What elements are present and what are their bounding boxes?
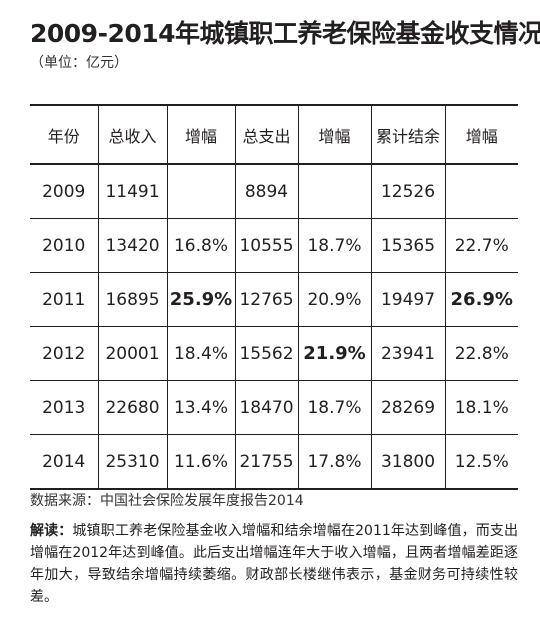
cell-expenditure-growth: 18.7% — [297, 218, 371, 273]
cell-expenditure-growth: 17.8% — [297, 434, 371, 489]
cell-cumulative-balance: 12526 — [370, 164, 445, 219]
cell-total-expenditure: 21755 — [234, 434, 298, 489]
cell-year: 2011 — [42, 289, 86, 310]
table-header-row: 年份 总收入 增幅 总支出 增幅 累计结余 增幅 — [30, 105, 518, 164]
cell-income-growth-peak: 25.9% — [166, 272, 235, 327]
cell-cumulative-balance: 19497 — [370, 272, 445, 327]
cell-cumulative-balance: 15365 — [370, 218, 445, 273]
cell-income-growth — [166, 164, 235, 219]
cell-expenditure-growth — [297, 164, 371, 219]
cell-year: 2009 — [42, 181, 86, 202]
cell-total-income: 13420 — [97, 218, 167, 273]
header-income-growth: 增幅 — [166, 105, 235, 164]
table-row: 2011 16895 25.9% 12765 20.9% 19497 26.9% — [30, 272, 518, 327]
cell-cumulative-balance: 23941 — [370, 326, 445, 381]
cell-expenditure-growth: 18.7% — [297, 380, 371, 435]
cell-total-expenditure: 18470 — [234, 380, 298, 435]
cell-total-income: 11491 — [97, 164, 167, 219]
cell-cumulative-balance: 31800 — [370, 434, 445, 489]
header-total-expenditure: 总支出 — [234, 105, 298, 164]
cell-total-expenditure: 15562 — [234, 326, 298, 381]
cell-year: 2012 — [42, 343, 86, 364]
cell-total-income: 22680 — [97, 380, 167, 435]
table-row: 2013 22680 13.4% 18470 18.7% 28269 18.1% — [30, 380, 518, 435]
cell-balance-growth: 18.1% — [444, 380, 518, 435]
cell-balance-growth: 22.8% — [444, 326, 518, 381]
cell-year: 2010 — [42, 235, 86, 256]
table-row: 2009 11491 8894 12526 — [30, 164, 518, 219]
header-total-income: 总收入 — [97, 105, 167, 164]
unit-label: （单位：亿元） — [30, 55, 128, 71]
cell-total-expenditure: 12765 — [234, 272, 298, 327]
cell-expenditure-growth-peak: 21.9% — [297, 326, 371, 381]
cell-balance-growth-peak: 26.9% — [444, 272, 518, 327]
cell-income-growth: 13.4% — [166, 380, 235, 435]
cell-total-income: 25310 — [97, 434, 167, 489]
cell-balance-growth: 22.7% — [444, 218, 518, 273]
header-year: 年份 — [47, 126, 80, 146]
cell-income-growth: 16.8% — [166, 218, 235, 273]
cell-balance-growth — [444, 164, 518, 219]
table-row: 2014 25310 11.6% 21755 17.8% 31800 12.5% — [30, 434, 518, 489]
cell-total-expenditure: 8894 — [234, 164, 298, 219]
data-source: 数据来源：中国社会保险发展年度报告2014 — [30, 493, 304, 509]
interpretation-lead: 解读： — [30, 523, 73, 539]
interpretation-note: 解读：城镇职工养老保险基金收入增幅和结余增幅在2011年达到峰值，而支出增幅在2… — [30, 520, 518, 608]
cell-income-growth: 11.6% — [166, 434, 235, 489]
cell-total-income: 16895 — [97, 272, 167, 327]
pension-fund-table: 年份 总收入 增幅 总支出 增幅 累计结余 增幅 2009 11491 8894… — [30, 104, 518, 490]
interpretation-text: 城镇职工养老保险基金收入增幅和结余增幅在2011年达到峰值，而支出增幅在2012… — [30, 523, 518, 605]
cell-expenditure-growth: 20.9% — [297, 272, 371, 327]
cell-year: 2013 — [42, 397, 86, 418]
page-title: 2009-2014年城镇职工养老保险基金收支情况 — [30, 19, 540, 48]
header-cumulative-balance: 累计结余 — [370, 105, 445, 164]
table-row: 2012 20001 18.4% 15562 21.9% 23941 22.8% — [30, 326, 518, 381]
cell-year: 2014 — [42, 451, 86, 472]
table-row: 2010 13420 16.8% 10555 18.7% 15365 22.7% — [30, 218, 518, 273]
header-balance-growth: 增幅 — [444, 105, 518, 164]
cell-total-income: 20001 — [97, 326, 167, 381]
cell-income-growth: 18.4% — [166, 326, 235, 381]
cell-total-expenditure: 10555 — [234, 218, 298, 273]
cell-cumulative-balance: 28269 — [370, 380, 445, 435]
header-expenditure-growth: 增幅 — [297, 105, 371, 164]
cell-balance-growth: 12.5% — [444, 434, 518, 489]
